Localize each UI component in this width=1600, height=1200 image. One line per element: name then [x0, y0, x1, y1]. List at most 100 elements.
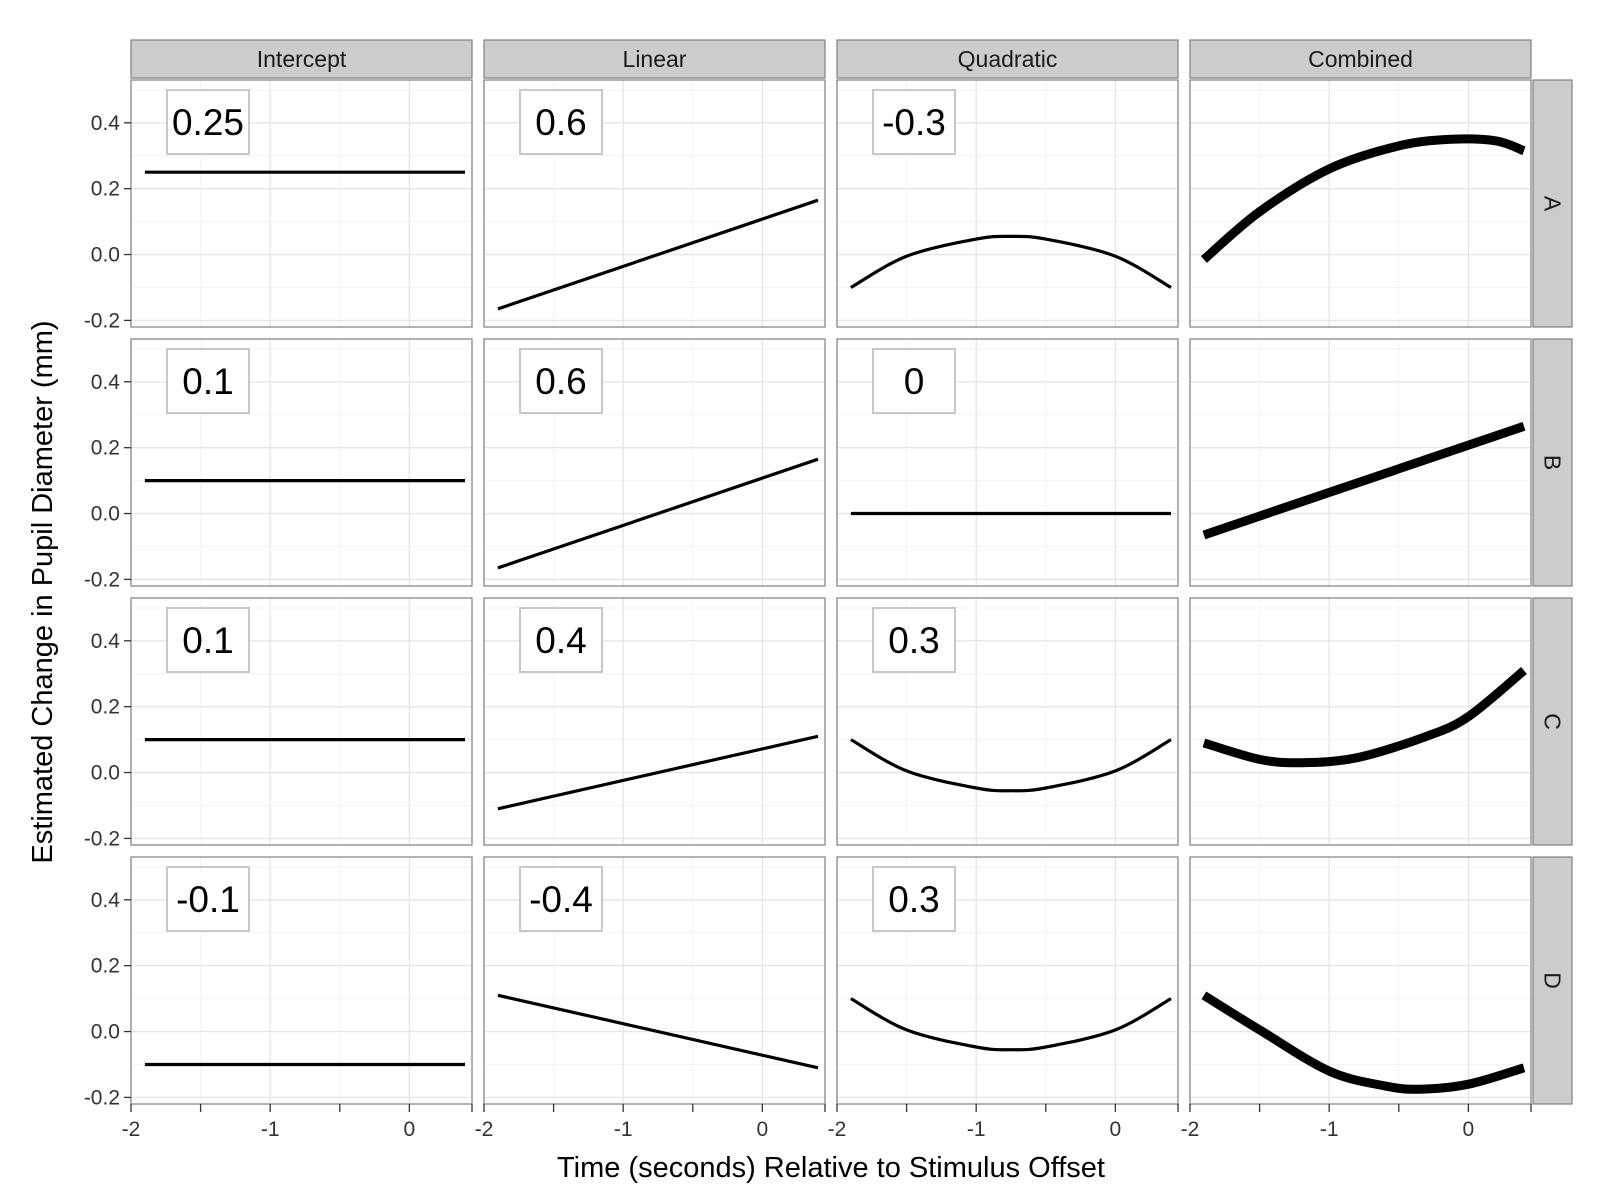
row-strip — [1532, 79, 1573, 328]
panel-border — [130, 856, 473, 1105]
x-tick-label: -1 — [1320, 1118, 1339, 1141]
combined-curve — [1200, 134, 1526, 263]
panel-c-combined — [1189, 597, 1532, 846]
y-tick-label: 0.4 — [91, 371, 121, 394]
coefficient-label: 0.6 — [535, 361, 586, 402]
row-strip-label: B — [1540, 455, 1566, 470]
panel-border — [836, 597, 1179, 846]
x-tick-label: 0 — [404, 1118, 416, 1141]
panel-border — [483, 856, 826, 1105]
component-curve — [497, 734, 819, 811]
panel-a-quadratic: -0.3 — [836, 79, 1179, 328]
y-tick-label: 0.0 — [91, 244, 120, 267]
coefficient-label-box — [872, 348, 956, 414]
x-tick-label: -1 — [614, 1118, 633, 1141]
coefficient-label-box — [166, 866, 250, 932]
coefficient-label: 0.1 — [182, 620, 233, 661]
y-tick-label: -0.2 — [84, 309, 120, 332]
row-strip — [1532, 856, 1573, 1105]
combined-curve — [1202, 667, 1527, 768]
x-tick-label: -2 — [828, 1118, 847, 1141]
panel-a-linear: 0.6 — [483, 79, 826, 328]
coefficient-label-box — [872, 607, 956, 673]
coefficient-label: 0.3 — [888, 879, 939, 920]
coefficient-label-box — [872, 89, 956, 155]
panel-d-intercept: -0.1 — [130, 856, 473, 1105]
column-strip — [130, 39, 473, 79]
panel-d-combined — [1189, 856, 1532, 1105]
column-strip — [836, 39, 1179, 79]
panel-background — [1190, 598, 1531, 845]
coefficient-label-box — [166, 607, 250, 673]
panel-border — [483, 597, 826, 846]
panel-b-quadratic: 0 — [836, 338, 1179, 587]
coefficient-label: 0.6 — [535, 102, 586, 143]
panel-border — [1189, 597, 1532, 846]
component-curve — [497, 993, 819, 1070]
component-curve — [850, 997, 1172, 1052]
panel-border — [483, 338, 826, 587]
coefficient-label-box — [519, 866, 603, 932]
coefficient-label-box — [519, 607, 603, 673]
panel-border — [1189, 856, 1532, 1105]
panel-c-intercept: 0.1 — [130, 597, 473, 846]
x-axis-title: Time (seconds) Relative to Stimulus Offs… — [557, 1152, 1105, 1184]
panel-border — [130, 79, 473, 328]
y-tick-label: -0.2 — [84, 827, 120, 850]
coefficient-label: 0.25 — [172, 102, 244, 143]
y-tick-label: 0.2 — [91, 696, 120, 719]
component-curve — [850, 738, 1172, 793]
column-strip-label: Linear — [623, 46, 687, 72]
panel-border — [1189, 338, 1532, 587]
y-tick-label: 0.4 — [91, 630, 121, 653]
component-curve — [850, 234, 1172, 289]
coefficient-label-box — [872, 866, 956, 932]
y-tick-label: 0.2 — [91, 437, 120, 460]
coefficient-label-box — [519, 89, 603, 155]
panel-border — [130, 338, 473, 587]
panel-a-intercept: 0.25 — [130, 79, 473, 328]
panel-d-linear: -0.4 — [483, 856, 826, 1105]
y-tick-label: -0.2 — [84, 568, 120, 591]
coefficient-label: 0.1 — [182, 361, 233, 402]
coefficient-label: -0.4 — [529, 879, 593, 920]
panel-border — [483, 79, 826, 328]
coefficient-label: -0.3 — [882, 102, 946, 143]
component-curve — [497, 457, 819, 570]
panel-b-combined — [1189, 338, 1532, 587]
panel-background — [1190, 857, 1531, 1104]
row-strip-label: C — [1540, 713, 1566, 730]
row-strip — [1532, 338, 1573, 587]
x-tick-label: -1 — [261, 1118, 280, 1141]
panel-border — [836, 856, 1179, 1105]
panel-b-linear: 0.6 — [483, 338, 826, 587]
panel-a-combined — [1189, 79, 1532, 328]
panel-d-quadratic: 0.3 — [836, 856, 1179, 1105]
coefficient-label: 0 — [904, 361, 925, 402]
coefficient-label-box — [166, 89, 250, 155]
y-axis-title: Estimated Change in Pupil Diameter (mm) — [27, 320, 59, 863]
coefficient-label: 0.3 — [888, 620, 939, 661]
panel-background — [1190, 80, 1531, 327]
panel-border — [836, 338, 1179, 587]
panel-border — [1189, 79, 1532, 328]
panel-border — [836, 79, 1179, 328]
column-strip — [483, 39, 826, 79]
combined-curve — [1202, 422, 1526, 540]
x-tick-label: -2 — [475, 1118, 494, 1141]
coefficient-label-box — [166, 348, 250, 414]
column-strip-label: Intercept — [257, 46, 347, 72]
x-tick-label: -2 — [122, 1118, 141, 1141]
x-tick-label: -1 — [967, 1118, 986, 1141]
column-strip-label: Combined — [1308, 46, 1413, 72]
coefficient-label: -0.1 — [176, 879, 240, 920]
row-strip-label: A — [1540, 196, 1566, 212]
y-tick-label: 0.4 — [91, 889, 121, 912]
component-curve — [497, 198, 819, 311]
row-strip — [1532, 597, 1573, 846]
y-tick-label: 0.0 — [91, 1021, 120, 1044]
panel-background — [1190, 339, 1531, 586]
x-tick-label: 0 — [1463, 1118, 1475, 1141]
